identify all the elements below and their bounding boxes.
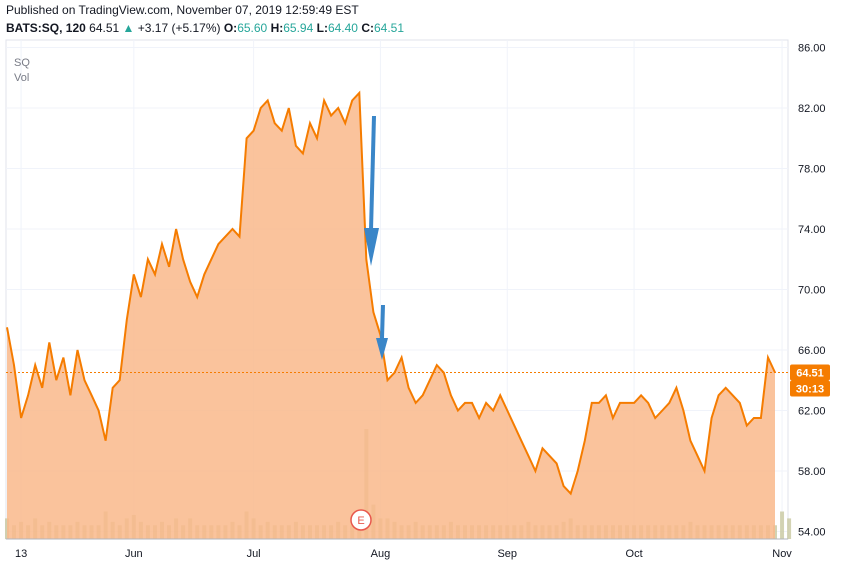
open-label: O: — [223, 21, 238, 35]
y-tick-label: 58.00 — [798, 466, 826, 478]
y-tick-label: 62.00 — [798, 405, 826, 417]
x-tick-label: Nov — [772, 548, 792, 560]
x-tick-label: Aug — [371, 548, 391, 560]
published-note: Published on TradingView.com, November 0… — [6, 3, 359, 17]
high-label: H: — [270, 21, 284, 35]
low-value: 64.40 — [327, 21, 358, 35]
price-line — [6, 90, 776, 496]
x-tick-label: Sep — [497, 548, 517, 560]
symbol-label: BATS:SQ, 120 — [6, 21, 86, 35]
x-tick-label: 13 — [15, 548, 27, 560]
close-value: 64.51 — [373, 21, 405, 35]
high-value: 65.94 — [283, 21, 314, 35]
arrow-shaft-2 — [380, 304, 385, 339]
y-tick-label: 86.00 — [798, 43, 826, 55]
up-triangle-icon: ▲ — [122, 21, 135, 35]
y-tick-label: 70.00 — [798, 285, 826, 297]
ticker-legend: SQ — [14, 57, 30, 69]
y-tick-label: 82.00 — [798, 103, 826, 115]
x-tick-label: Oct — [626, 548, 643, 560]
x-tick-label: Jun — [125, 548, 143, 560]
price-tag-box — [790, 364, 830, 381]
earnings-circle — [350, 509, 372, 531]
x-tick-label: Jul — [247, 548, 261, 560]
volume-bar — [780, 511, 785, 539]
annotation-arrows — [364, 115, 388, 360]
countdown-text: 30:13 — [796, 384, 824, 396]
earnings-letter: E — [357, 515, 364, 527]
arrow-head-1 — [364, 228, 379, 266]
y-tick-label: 78.00 — [798, 164, 826, 176]
ohlc-bar: BATS:SQ, 120 64.51 ▲ +3.17 (+5.17%) O:65… — [6, 21, 404, 35]
countdown-box — [790, 380, 830, 397]
arrow-shaft-1 — [369, 115, 376, 231]
y-tick-label: 66.00 — [798, 345, 826, 357]
close-label: C: — [361, 21, 374, 35]
y-axis[interactable]: 86.00 82.00 78.00 74.00 70.00 66.00 62.00 58.00… — [798, 43, 826, 539]
low-label: L: — [316, 21, 328, 35]
volume-legend: Vol — [14, 72, 29, 84]
y-tick-label: 74.00 — [798, 224, 826, 236]
arrow-head-2 — [376, 338, 388, 360]
x-axis[interactable]: 13 Jun Jul Aug Sep Oct Nov — [6, 538, 792, 560]
last-price: 64.51 — [89, 21, 120, 35]
open-value: 65.60 — [237, 21, 268, 35]
current-price-tag: 64.51 30:13 — [790, 364, 830, 397]
y-tick-label: 54.00 — [798, 526, 826, 538]
price-tag-text: 64.51 — [796, 368, 824, 380]
change-value: +3.17 (+5.17%) — [137, 21, 221, 35]
volume-bar — [787, 518, 792, 539]
earnings-marker[interactable]: E — [350, 509, 372, 531]
price-area — [7, 92, 775, 540]
